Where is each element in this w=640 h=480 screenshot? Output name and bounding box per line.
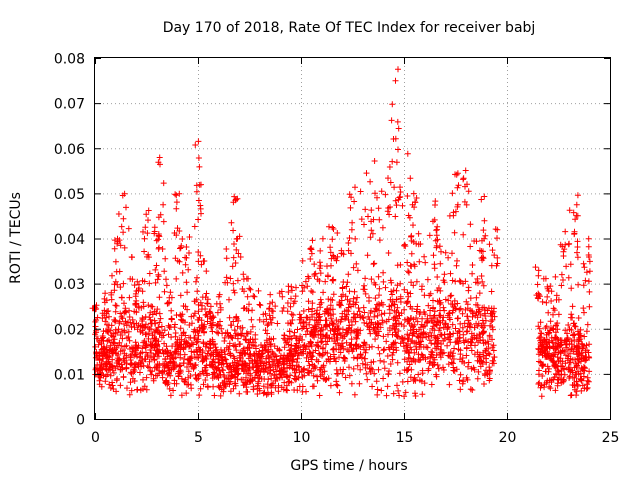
x-tick-label: 0 bbox=[91, 430, 100, 446]
x-tick-label: 10 bbox=[293, 430, 311, 446]
x-tick-label: 20 bbox=[499, 430, 517, 446]
x-axis-label: GPS time / hours bbox=[290, 458, 407, 474]
y-tick-label: 0.03 bbox=[54, 277, 85, 293]
y-tick-label: 0.01 bbox=[54, 367, 85, 383]
y-tick-label: 0 bbox=[76, 413, 85, 429]
y-tick-label: 0.08 bbox=[54, 52, 85, 68]
x-tick-label: 15 bbox=[396, 430, 414, 446]
y-tick-label: 0.05 bbox=[54, 187, 85, 203]
x-tick-label: 5 bbox=[194, 430, 203, 446]
chart-title: Day 170 of 2018, Rate Of TEC Index for r… bbox=[163, 20, 536, 36]
y-tick-label: 0.04 bbox=[54, 232, 85, 248]
x-tick-label: 25 bbox=[602, 430, 620, 446]
y-tick-label: 0.02 bbox=[54, 322, 85, 338]
axis-ticks: 0 5 10 15 20 25 0 0.01 0.02 0.03 0.04 0.05 0.06 0.07 0… bbox=[54, 52, 620, 447]
plot-frame bbox=[94, 57, 611, 420]
y-tick-label: 0.06 bbox=[54, 142, 85, 158]
roti-point-markers bbox=[89, 66, 593, 400]
y-axis-label: ROTI / TECUs bbox=[8, 192, 24, 284]
data-points bbox=[89, 66, 593, 400]
y-tick-label: 0.07 bbox=[54, 97, 85, 113]
